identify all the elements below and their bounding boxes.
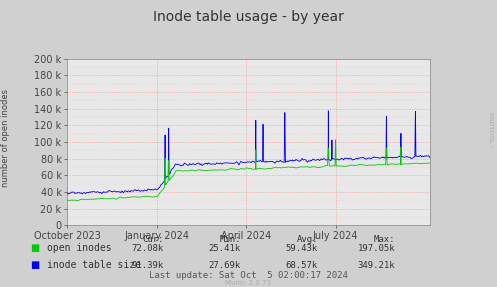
Text: open inodes: open inodes	[47, 243, 112, 253]
Text: Avg:: Avg:	[297, 235, 318, 244]
Text: 68.57k: 68.57k	[286, 261, 318, 270]
Text: number of open inodes: number of open inodes	[1, 89, 10, 187]
Text: Munin 2.0.73: Munin 2.0.73	[226, 280, 271, 286]
Text: Max:: Max:	[374, 235, 395, 244]
Text: inode table size: inode table size	[47, 261, 141, 270]
Text: 349.21k: 349.21k	[357, 261, 395, 270]
Text: 91.39k: 91.39k	[132, 261, 164, 270]
Text: 59.43k: 59.43k	[286, 244, 318, 253]
Text: RRDTOOL /: RRDTOOL /	[489, 112, 494, 147]
Text: Last update: Sat Oct  5 02:00:17 2024: Last update: Sat Oct 5 02:00:17 2024	[149, 271, 348, 280]
Text: Min:: Min:	[220, 235, 241, 244]
Text: ■: ■	[30, 243, 39, 253]
Text: Cur:: Cur:	[143, 235, 164, 244]
Text: ■: ■	[30, 261, 39, 270]
Text: Inode table usage - by year: Inode table usage - by year	[153, 10, 344, 24]
Text: 197.05k: 197.05k	[357, 244, 395, 253]
Text: 25.41k: 25.41k	[209, 244, 241, 253]
Text: 27.69k: 27.69k	[209, 261, 241, 270]
Text: 72.08k: 72.08k	[132, 244, 164, 253]
